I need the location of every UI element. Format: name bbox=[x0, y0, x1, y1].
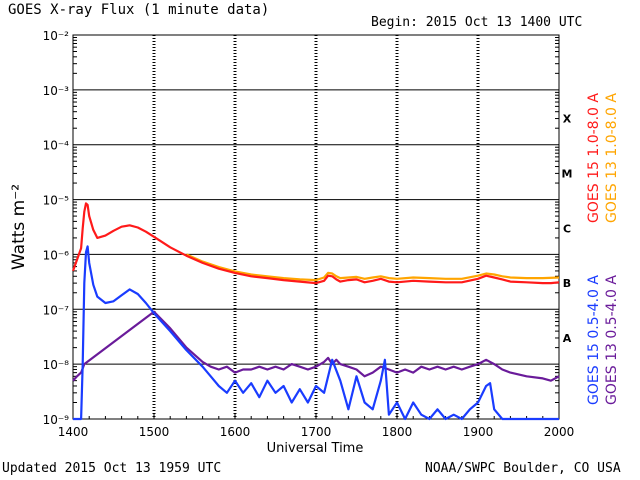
series-line-goes-15-0-5-4-0-a bbox=[73, 245, 559, 421]
legend-goes-13-0-5-4-0-a: GOES 13 0.5-4.0 A bbox=[604, 275, 620, 405]
grid-lines bbox=[73, 35, 559, 419]
axis-ticks: 10⁻⁹ 10⁻⁸ 10⁻⁷ 10⁻⁶ 10⁻⁵ 10⁻⁴ 10⁻³ 10⁻² 1400 1500… bbox=[43, 29, 575, 439]
x-tick-label: 1400 bbox=[58, 425, 89, 439]
flare-class-x: X bbox=[563, 113, 572, 126]
y-tick-label: 10⁻⁵ bbox=[43, 194, 70, 208]
x-tick-label: 1500 bbox=[139, 425, 170, 439]
chart-title: GOES X-ray Flux (1 minute data) bbox=[8, 2, 270, 18]
y-tick-label: 10⁻⁹ bbox=[43, 413, 70, 427]
series-line-goes-13-0-5-4-0-a bbox=[72, 310, 560, 382]
flare-class-b: B bbox=[563, 277, 571, 290]
x-tick-label: 1800 bbox=[382, 425, 413, 439]
flare-class-m: M bbox=[562, 167, 573, 180]
flare-class-c: C bbox=[563, 222, 571, 235]
x-axis-label: Universal Time bbox=[267, 441, 364, 456]
updated-time: Updated 2015 Oct 13 1959 UTC bbox=[2, 461, 222, 476]
credit: NOAA/SWPC Boulder, CO USA bbox=[425, 461, 621, 476]
series-line-goes-15-1-0-8-0-a bbox=[71, 202, 560, 285]
y-tick-label: 10⁻⁶ bbox=[43, 248, 70, 262]
legend-goes-15-1-0-8-0-a: GOES 15 1.0-8.0 A bbox=[586, 93, 602, 223]
legend-goes-13-1-0-8-0-a: GOES 13 1.0-8.0 A bbox=[604, 93, 620, 223]
data-series bbox=[71, 202, 560, 421]
y-tick-label: 10⁻⁴ bbox=[43, 139, 70, 153]
legend: GOES 15 1.0-8.0 A GOES 13 1.0-8.0 A GOES 1… bbox=[586, 93, 620, 405]
y-tick-label: 10⁻³ bbox=[43, 84, 70, 98]
x-tick-label: 1900 bbox=[463, 425, 494, 439]
x-tick-label: 2000 bbox=[544, 425, 575, 439]
y-tick-label: 10⁻⁷ bbox=[43, 303, 70, 317]
flare-class-a: A bbox=[563, 332, 572, 345]
series-line-goes-13-1-0-8-0-a bbox=[185, 253, 560, 282]
y-axis-label: Watts m⁻² bbox=[9, 184, 29, 270]
legend-goes-15-0-5-4-0-a: GOES 15 0.5-4.0 A bbox=[586, 275, 602, 405]
y-tick-label: 10⁻⁸ bbox=[43, 358, 70, 372]
y-tick-label: 10⁻² bbox=[43, 29, 70, 43]
x-tick-label: 1700 bbox=[301, 425, 332, 439]
x-tick-label: 1600 bbox=[220, 425, 251, 439]
begin-time: Begin: 2015 Oct 13 1400 UTC bbox=[371, 15, 583, 30]
